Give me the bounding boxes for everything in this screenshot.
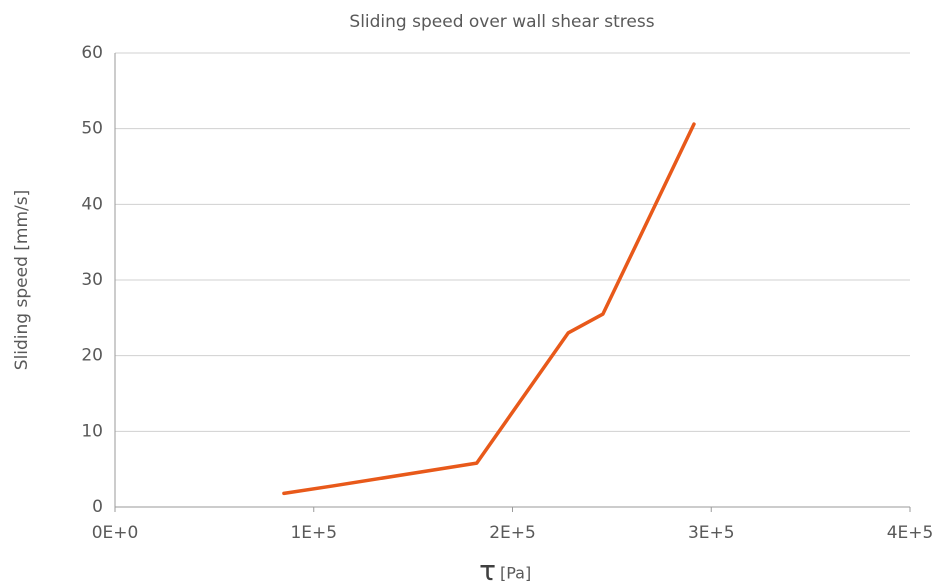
y-tick-label: 0 bbox=[92, 497, 103, 517]
data-line bbox=[282, 122, 696, 496]
y-tick-label: 50 bbox=[81, 119, 103, 139]
y-tick-label: 30 bbox=[81, 270, 103, 290]
y-tick-label: 40 bbox=[81, 194, 103, 214]
y-tick-label: 60 bbox=[81, 43, 103, 63]
x-axis-symbol: τ bbox=[479, 554, 496, 585]
y-tick-label: 10 bbox=[81, 421, 103, 441]
x-axis-unit: [Pa] bbox=[500, 564, 531, 583]
y-axis-label: Sliding speed [mm/s] bbox=[12, 190, 32, 370]
x-tick-label: 2E+5 bbox=[489, 523, 536, 543]
x-tick-label: 4E+5 bbox=[887, 523, 934, 543]
x-tick-label: 3E+5 bbox=[688, 523, 735, 543]
x-tick-label: 0E+0 bbox=[92, 523, 139, 543]
x-tick-label: 1E+5 bbox=[290, 523, 337, 543]
y-tick-label: 20 bbox=[81, 346, 103, 366]
chart-title: Sliding speed over wall shear stress bbox=[349, 12, 654, 32]
